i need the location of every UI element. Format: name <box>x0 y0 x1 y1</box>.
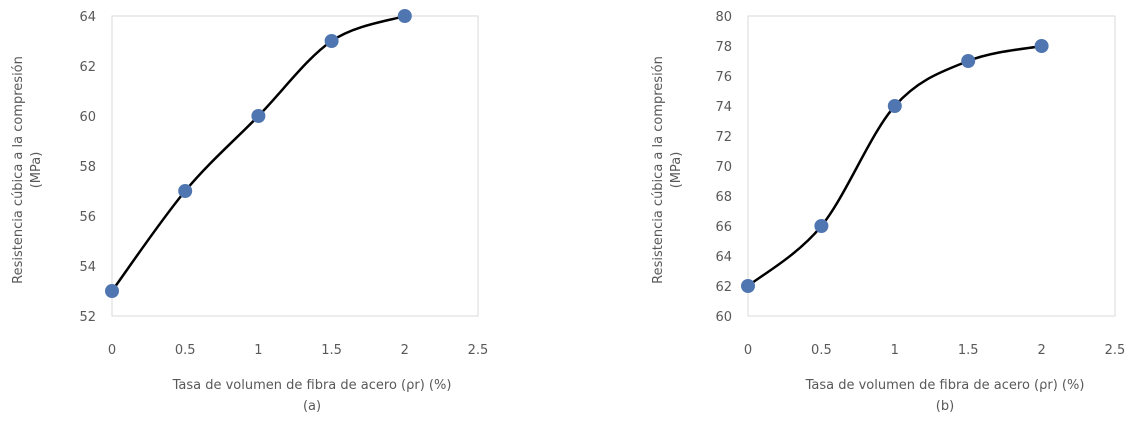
x-tick-label: 2.5 <box>1105 343 1126 358</box>
x-axis-title: Tasa de volumen de fibra de acero (ρr) (… <box>805 378 1085 393</box>
x-tick-label: 1.5 <box>321 343 342 358</box>
x-tick-label: 2 <box>1037 343 1045 358</box>
y-tick-label: 52 <box>79 310 96 325</box>
data-point <box>814 219 829 233</box>
y-tick-label: 54 <box>79 260 96 275</box>
series-line <box>746 44 1043 288</box>
chart-b: 60 62 64 66 68 70 72 74 76 78 80 0 0.5 1 1.5 2 2.5 Resist… <box>651 10 1125 414</box>
y-tick-label: 60 <box>715 310 732 325</box>
y-axis-title-line: (MPa) <box>669 152 684 189</box>
x-tick-label: 0.5 <box>811 343 832 358</box>
y-tick-label: 62 <box>715 280 732 295</box>
y-tick-label: 80 <box>715 10 732 25</box>
y-tick-label: 66 <box>715 220 732 235</box>
chart-a: 52 54 56 58 60 62 64 0 0.5 1 1.5 2 2.5 Resistencia cú… <box>11 9 488 414</box>
x-tick-label: 1 <box>254 343 262 358</box>
data-point <box>105 284 119 298</box>
data-point <box>178 184 193 198</box>
data-point <box>961 54 976 68</box>
x-tick-label: 1 <box>891 343 899 358</box>
series-line <box>110 14 407 293</box>
y-tick-label: 60 <box>79 110 96 125</box>
y-axis-title: Resistencia cúbica a la compresión (MPa) <box>651 56 684 284</box>
x-axis-title: Tasa de volumen de fibra de acero (ρr) (… <box>172 378 452 393</box>
y-axis-title: Resistencia cúbica a la compresión (MPa) <box>11 56 44 284</box>
data-point <box>397 9 412 23</box>
chart-caption: (a) <box>303 399 321 414</box>
x-tick-label: 2 <box>401 343 409 358</box>
y-tick-label: 58 <box>79 160 96 175</box>
chart-caption: (b) <box>936 399 954 414</box>
x-tick-label: 0 <box>108 343 116 358</box>
y-tick-label: 78 <box>715 40 732 55</box>
y-tick-label: 56 <box>79 210 96 225</box>
y-tick-label: 64 <box>79 10 96 25</box>
data-point <box>324 34 339 48</box>
plot-frame <box>111 15 479 317</box>
data-point <box>741 279 755 293</box>
data-point <box>887 99 902 113</box>
x-tick-label: 2.5 <box>468 343 489 358</box>
y-tick-label: 76 <box>715 70 732 85</box>
y-axis-title-line: Resistencia cúbica a la compresión <box>11 56 26 284</box>
x-tick-label: 0 <box>744 343 752 358</box>
y-axis-title-line: Resistencia cúbica a la compresión <box>651 56 666 284</box>
x-tick-label: 0.5 <box>175 343 196 358</box>
y-tick-label: 64 <box>715 250 732 265</box>
y-tick-label: 72 <box>715 130 732 145</box>
y-tick-label: 68 <box>715 190 732 205</box>
y-tick-label: 74 <box>715 100 732 115</box>
y-axis-title-line: (MPa) <box>29 152 44 189</box>
x-tick-label: 1.5 <box>958 343 979 358</box>
data-point <box>1034 39 1049 53</box>
y-tick-label: 70 <box>715 160 732 175</box>
y-tick-label: 62 <box>79 60 96 75</box>
plot-frame <box>747 15 1116 317</box>
data-point <box>251 109 266 123</box>
